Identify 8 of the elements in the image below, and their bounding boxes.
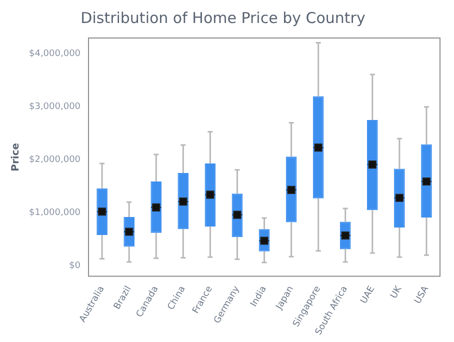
chart-title: Distribution of Home Price by Country — [80, 8, 366, 27]
y-tick-label: $4,000,000 — [29, 49, 81, 60]
y-tick-label: $3,000,000 — [29, 102, 81, 112]
y-axis-title: Price — [10, 142, 22, 172]
y-tick-label: $2,000,000 — [29, 155, 81, 166]
x-tick-label: UK — [389, 284, 405, 300]
y-tick-label: $0 — [69, 260, 81, 271]
y-tick-label: $1,000,000 — [29, 208, 81, 218]
